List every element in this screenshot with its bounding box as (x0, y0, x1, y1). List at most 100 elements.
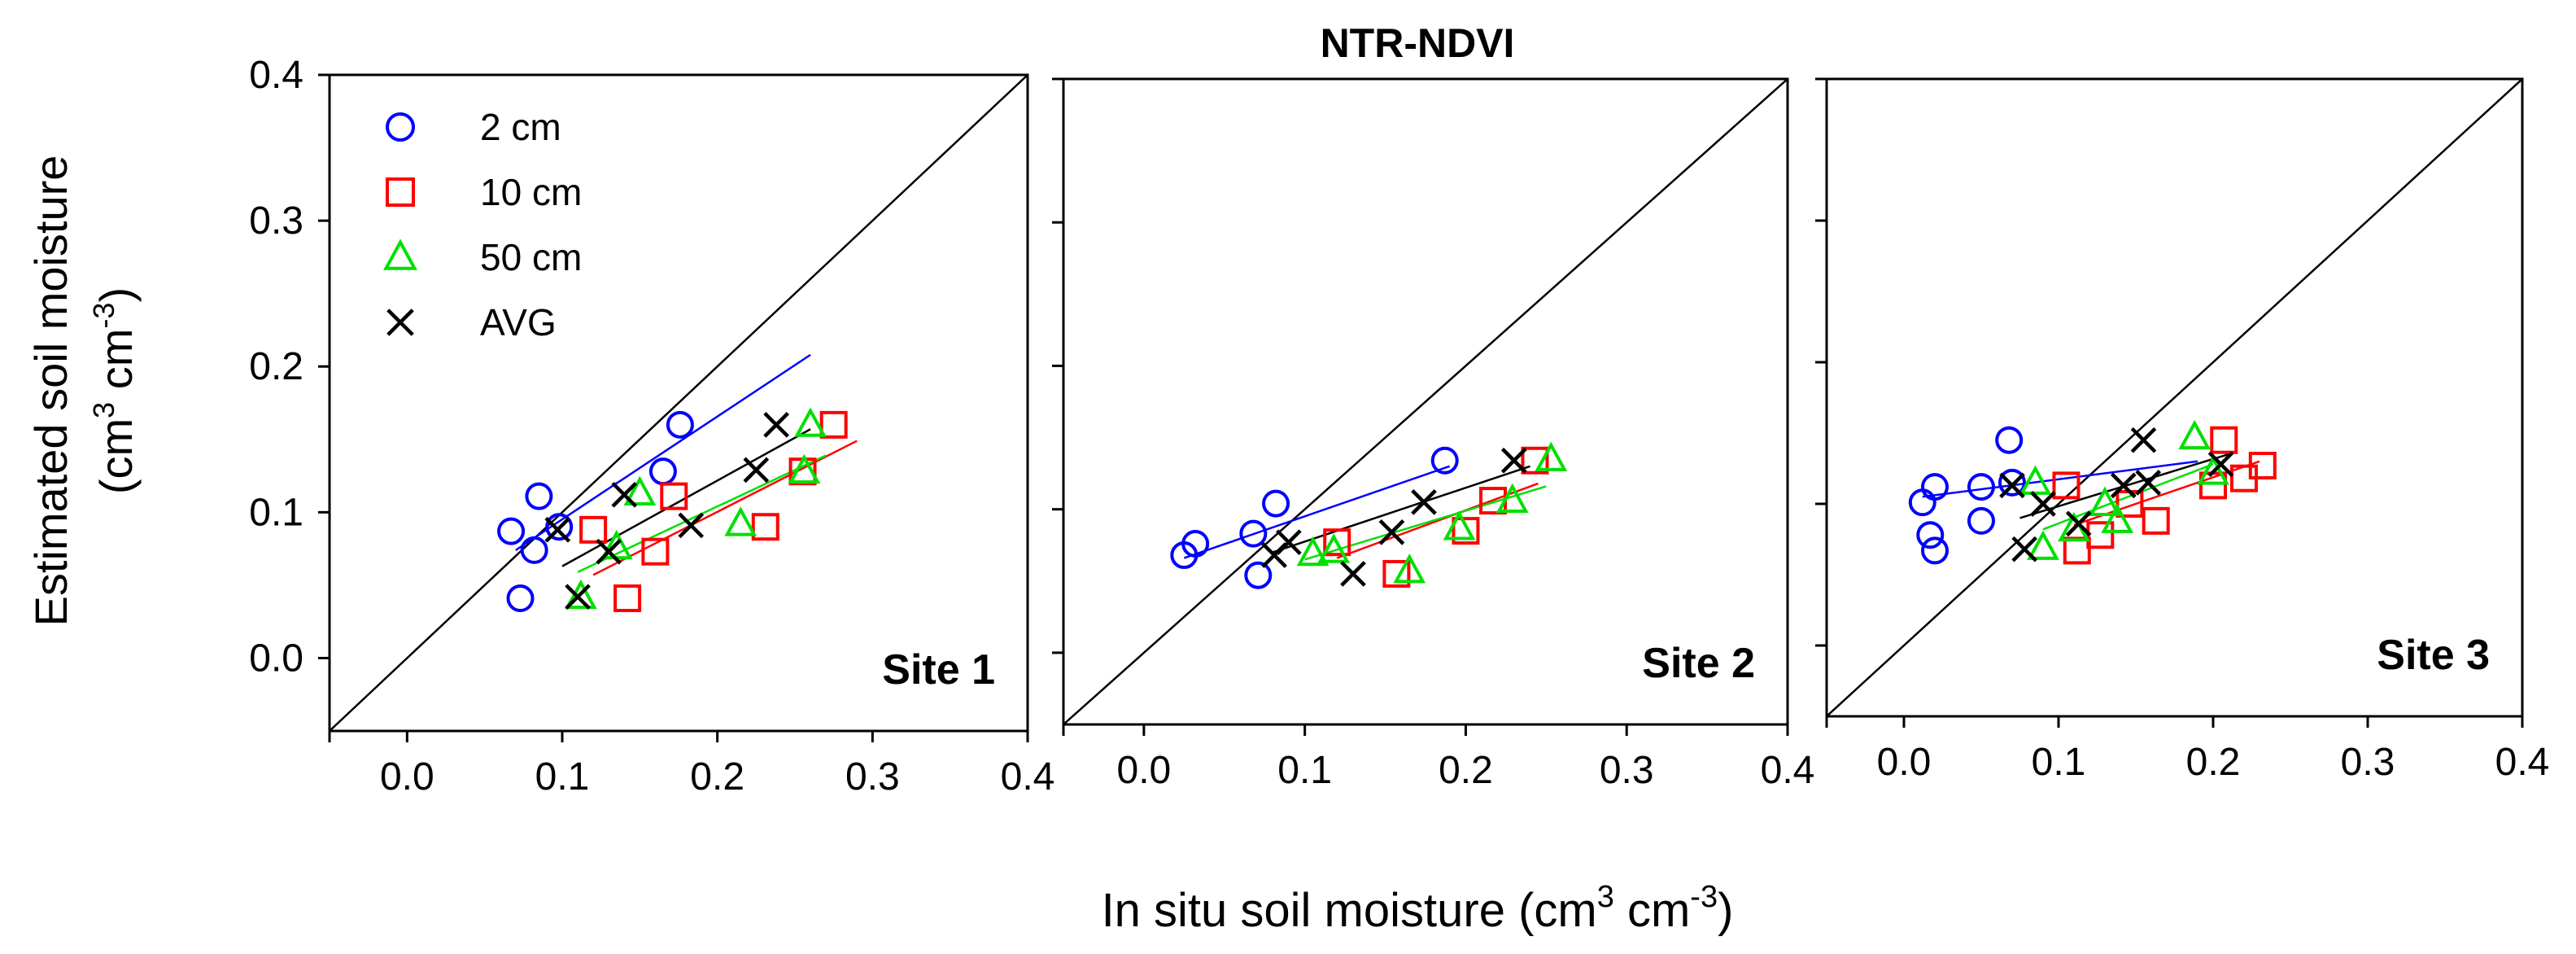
point-50-cm (2101, 503, 2134, 533)
point-2-cm (1430, 446, 1459, 475)
y-axis-label: Estimated soil moisture (cm3 cm-3) (25, 155, 142, 627)
point-2-cm (1967, 506, 1995, 535)
point-50-cm (2178, 419, 2211, 450)
point-avg (763, 412, 789, 438)
point-avg (1500, 447, 1527, 474)
x-tick-label: 0.0 (380, 755, 434, 799)
point-avg (743, 457, 770, 484)
point-50-cm (1317, 533, 1351, 563)
point-avg (2110, 472, 2137, 499)
y-axis-label-open: (cm (90, 418, 142, 494)
point-2-cm (1262, 489, 1290, 518)
y-axis-label-line2: (cm3 cm-3) (87, 287, 142, 494)
x-axis-label: In situ soil moisture (cm3 cm-3) (1102, 880, 1734, 937)
point-2-cm (1967, 473, 1995, 501)
point-50-cm (2019, 465, 2052, 495)
y-axis-label-sup1: 3 (87, 402, 120, 418)
point-avg (544, 516, 571, 543)
point-avg (596, 538, 622, 565)
point-2-cm (520, 536, 548, 564)
point-avg (1340, 561, 1366, 587)
point-10-cm (1452, 517, 1480, 545)
y-axis-label-line1: Estimated soil moisture (25, 155, 76, 627)
x-axis-label-end: ) (1718, 884, 1733, 937)
point-avg (2135, 470, 2162, 496)
plot-frame (1062, 77, 1789, 726)
point-avg (2030, 491, 2056, 517)
y-tick-label: 0.2 (249, 345, 303, 388)
one-to-one-line (330, 75, 1028, 731)
point-50-cm (2089, 486, 2121, 516)
x-tick-label: 0.4 (1001, 755, 1055, 799)
legend-label: 50 cm (480, 236, 582, 278)
point-10-cm (2248, 452, 2277, 480)
x-tick-label: 0.3 (2341, 741, 2395, 784)
x-axis-label-sup1: 3 (1597, 880, 1614, 914)
site2-panel: 0.0 0.1 0.2 0.3 0.4 Site 2 (1052, 77, 1814, 792)
plot-frame (328, 73, 1029, 733)
point-avg (2065, 510, 2092, 537)
point-2-cm (506, 584, 535, 613)
point-avg (1999, 472, 2025, 499)
plot-frame (1825, 77, 2524, 718)
point-avg (611, 481, 638, 508)
point-avg (1378, 519, 1405, 545)
point-10-cm (2063, 536, 2091, 565)
point-2-cm (1916, 521, 1945, 549)
point-10-cm (660, 482, 688, 510)
x-tick-label: 0.4 (2495, 741, 2550, 784)
site3-panel: 0.0 0.1 0.2 0.3 0.4 Site 3 (1815, 77, 2550, 784)
x-tick-label: 0.3 (1600, 749, 1654, 792)
x-tick-label: 0.2 (2186, 741, 2241, 784)
point-2-cm (545, 513, 574, 541)
y-tick-label: 0.1 (249, 491, 303, 534)
chart-title: NTR-NDVI (1321, 20, 1515, 66)
x-axis-label-mid: cm (1614, 884, 1690, 937)
x-tick-label: 0.1 (2032, 741, 2086, 784)
point-10-cm (2210, 426, 2238, 454)
point-2-cm (1244, 561, 1273, 589)
site-label: Site 1 (882, 646, 995, 694)
x-tick-label: 0.0 (1117, 749, 1172, 792)
legend-marker-2-cm (386, 112, 415, 142)
point-50-cm (1535, 441, 1568, 471)
point-avg (565, 584, 591, 610)
one-to-one-line (1827, 79, 2522, 716)
site1-panel: 0.0 0.1 0.2 0.3 0.4 0.0 0.1 0.2 0.3 0.4 Site 1 (249, 54, 1054, 799)
point-10-cm (579, 515, 608, 544)
y-tick-label: 0.0 (249, 637, 303, 680)
y-axis-label-end: ) (90, 287, 142, 303)
point-10-cm (1382, 559, 1411, 588)
point-2-cm (1921, 473, 1949, 501)
site-label: Site 3 (2377, 632, 2490, 679)
point-10-cm (1323, 528, 1351, 557)
point-50-cm (1296, 536, 1329, 567)
point-50-cm (2197, 455, 2229, 485)
y-tick-label: 0.3 (249, 199, 303, 243)
point-avg (2207, 451, 2234, 478)
y-axis-label-mid: cm (90, 329, 142, 402)
point-50-cm (724, 506, 758, 536)
legend-label: 2 cm (480, 106, 561, 148)
point-avg (678, 512, 705, 539)
x-tick-label: 0.0 (1877, 741, 1932, 784)
point-50-cm (1443, 510, 1476, 540)
x-tick-label: 0.2 (690, 755, 744, 799)
point-2-cm (525, 482, 553, 510)
point-50-cm (788, 453, 821, 484)
point-2-cm (1908, 488, 1936, 517)
point-avg (1411, 489, 1437, 515)
point-10-cm (613, 584, 642, 613)
one-to-one-line (1063, 79, 1788, 724)
x-tick-label: 0.2 (1439, 749, 1493, 792)
point-10-cm (819, 410, 848, 439)
point-50-cm (1495, 483, 1529, 514)
x-tick-label: 0.1 (1277, 749, 1332, 792)
point-avg (2011, 536, 2038, 562)
legend-label: AVG (480, 301, 557, 344)
y-tick-label: 0.4 (249, 54, 303, 97)
fit-line-10-cm (592, 440, 858, 576)
x-tick-label: 0.3 (845, 755, 900, 799)
point-2-cm (648, 457, 677, 486)
